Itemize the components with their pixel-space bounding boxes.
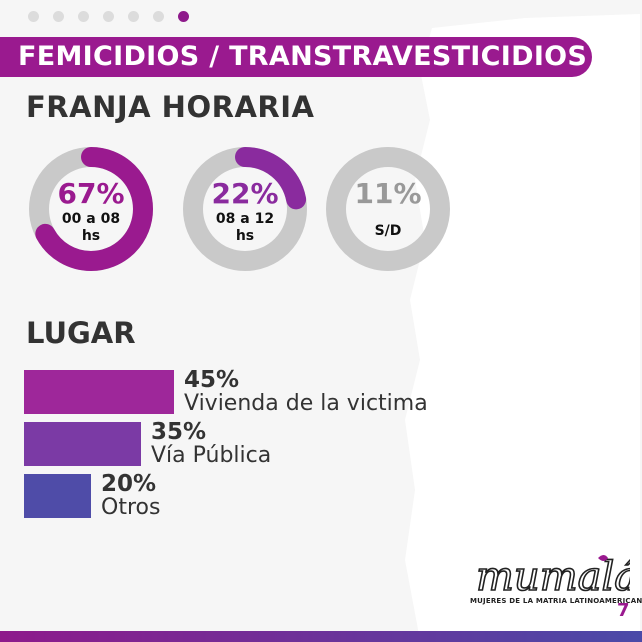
donut-label-line: 00 a 08	[61, 211, 121, 227]
donut-1: 22% 08 a 12 hs	[183, 147, 307, 271]
mumala-logo: mumalá MUJERES DE LA MATRIA LATINOAMERIC…	[470, 552, 642, 612]
donut-svg	[29, 147, 153, 271]
pagination-dot[interactable]	[128, 11, 139, 22]
donut-2: 11% S/D	[326, 147, 450, 271]
bar-percent-label: 45%	[184, 367, 240, 393]
page-number: 7	[617, 600, 630, 621]
donut-label-line: hs	[81, 228, 101, 244]
bar-percent-label: 20%	[101, 471, 157, 497]
bar-1	[24, 422, 141, 466]
donut-percent-label: 22%	[211, 177, 279, 210]
donut-category-label: 08 a 12 hs	[205, 211, 285, 245]
pagination-dot[interactable]	[28, 11, 39, 22]
banner-title: FEMICIDIOS / TRANSTRAVESTICIDIOS	[18, 41, 588, 72]
pagination-dot[interactable]	[78, 11, 89, 22]
bar-category-label: Vía Pública	[151, 443, 272, 468]
donut-category-label: S/D	[348, 223, 428, 240]
bar-0	[24, 370, 174, 414]
donut-label-line: 08 a 12	[215, 211, 275, 227]
bar-category-label: Vivienda de la victima	[184, 391, 428, 416]
pagination-dot[interactable]	[53, 11, 64, 22]
franja-heading: FRANJA HORARIA	[26, 90, 315, 124]
donut-0: 67% 00 a 08 hs	[29, 147, 153, 271]
pagination-dot[interactable]	[178, 11, 189, 22]
donut-category-label: 00 a 08 hs	[51, 211, 131, 245]
donut-label-line: S/D	[374, 223, 402, 239]
pagination-dot[interactable]	[153, 11, 164, 22]
lugar-heading: LUGAR	[26, 316, 136, 350]
bar-percent-label: 35%	[151, 419, 207, 445]
bar-category-label: Otros	[101, 495, 161, 520]
title-banner: FEMICIDIOS / TRANSTRAVESTICIDIOS	[0, 37, 592, 77]
bar-label: 20% Otros	[101, 472, 160, 520]
logo-tagline: MUJERES DE LA MATRIA LATINOAMERICANA	[470, 597, 642, 605]
logo-wordmark-icon: mumalá	[475, 553, 639, 601]
donut-track	[326, 147, 450, 271]
donut-svg	[326, 147, 450, 271]
bar-label: 35% Vía Pública	[151, 420, 271, 468]
pagination-dot[interactable]	[103, 11, 114, 22]
donut-slice	[183, 147, 307, 271]
bar-2	[24, 474, 91, 518]
donut-svg	[183, 147, 307, 271]
donut-percent-label: 67%	[57, 177, 125, 210]
donut-label-line: hs	[235, 228, 255, 244]
donut-percent-label: 11%	[354, 177, 422, 210]
bar-label: 45% Vivienda de la victima	[184, 368, 428, 416]
donut-slice	[29, 147, 153, 271]
bottom-gradient-bar	[0, 631, 642, 642]
svg-text:mumalá: mumalá	[476, 554, 630, 598]
